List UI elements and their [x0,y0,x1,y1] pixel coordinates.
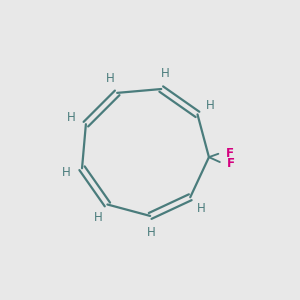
Text: F: F [227,157,236,170]
Text: H: H [67,111,76,124]
Text: H: H [206,99,215,112]
Text: H: H [106,72,115,85]
Text: H: H [62,166,71,179]
Text: H: H [161,67,170,80]
Text: H: H [147,226,156,238]
Text: F: F [226,147,234,160]
Text: H: H [94,211,103,224]
Text: H: H [197,202,206,215]
